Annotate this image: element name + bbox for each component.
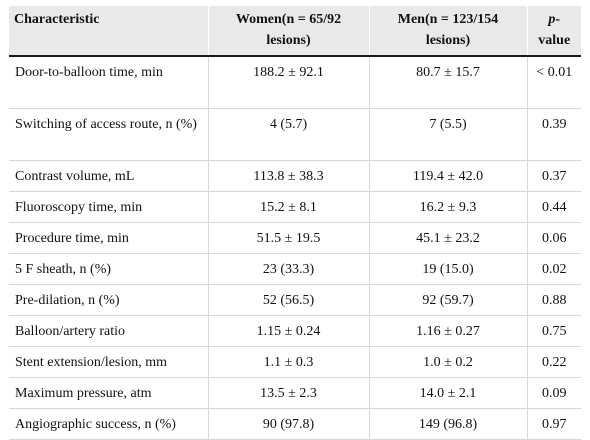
cell-women: 113.8 ± 38.3 — [207, 160, 369, 192]
table-row: Procedure time, min 51.5 ± 19.5 45.1 ± 2… — [9, 222, 581, 254]
table-row: Fluoroscopy time, min 15.2 ± 8.1 16.2 ± … — [9, 191, 581, 223]
table-row: Door-to-balloon time, min 188.2 ± 92.1 8… — [9, 56, 581, 109]
cell-men: 16.2 ± 9.3 — [368, 191, 527, 223]
cell-women: 90 (97.8) — [207, 408, 369, 440]
cell-women: 23 (33.3) — [207, 253, 369, 285]
comparison-table: Characteristic Women(n = 65/92 lesions) … — [9, 6, 581, 440]
table-header: Characteristic Women(n = 65/92 lesions) … — [9, 6, 581, 57]
cell-p-value: 0.02 — [526, 253, 581, 285]
cell-men: 119.4 ± 42.0 — [368, 160, 527, 192]
cell-p-value: 0.37 — [526, 160, 581, 192]
cell-men: 1.16 ± 0.27 — [368, 315, 527, 347]
header-p-letter: p — [548, 12, 556, 27]
cell-men: 7 (5.5) — [368, 108, 527, 161]
cell-p-value: 0.88 — [526, 284, 581, 316]
cell-characteristic: 5 F sheath, n (%) — [9, 253, 208, 285]
header-men: Men(n = 123/154 lesions) — [368, 6, 527, 57]
cell-women: 1.15 ± 0.24 — [207, 315, 369, 347]
cell-p-value: 0.44 — [526, 191, 581, 223]
cell-p-value: < 0.01 — [526, 56, 581, 109]
cell-characteristic: Balloon/artery ratio — [9, 315, 208, 347]
header-row: Characteristic Women(n = 65/92 lesions) … — [9, 6, 581, 57]
cell-women: 15.2 ± 8.1 — [207, 191, 369, 223]
header-women: Women(n = 65/92 lesions) — [207, 6, 369, 57]
header-p-value: p-value — [526, 6, 581, 57]
cell-women: 51.5 ± 19.5 — [207, 222, 369, 254]
cell-women: 13.5 ± 2.3 — [207, 377, 369, 409]
table-body: Door-to-balloon time, min 188.2 ± 92.1 8… — [9, 56, 581, 440]
cell-characteristic: Contrast volume, mL — [9, 160, 208, 192]
cell-p-value: 0.39 — [526, 108, 581, 161]
cell-men: 45.1 ± 23.2 — [368, 222, 527, 254]
cell-p-value: 0.06 — [526, 222, 581, 254]
cell-characteristic: Stent extension/lesion, mm — [9, 346, 208, 378]
cell-women: 1.1 ± 0.3 — [207, 346, 369, 378]
table-row: Angiographic success, n (%) 90 (97.8) 14… — [9, 408, 581, 440]
table-row: Balloon/artery ratio 1.15 ± 0.24 1.16 ± … — [9, 315, 581, 347]
cell-characteristic: Switching of access route, n (%) — [9, 108, 208, 161]
cell-men: 92 (59.7) — [368, 284, 527, 316]
cell-women: 52 (56.5) — [207, 284, 369, 316]
cell-characteristic: Procedure time, min — [9, 222, 208, 254]
table-row: Maximum pressure, atm 13.5 ± 2.3 14.0 ± … — [9, 377, 581, 409]
table-row: Switching of access route, n (%) 4 (5.7)… — [9, 108, 581, 161]
cell-women: 4 (5.7) — [207, 108, 369, 161]
table-row: Pre-dilation, n (%) 52 (56.5) 92 (59.7) … — [9, 284, 581, 316]
cell-characteristic: Door-to-balloon time, min — [9, 56, 208, 109]
header-characteristic: Characteristic — [9, 6, 208, 57]
header-p-suffix: -value — [538, 12, 571, 48]
cell-characteristic: Maximum pressure, atm — [9, 377, 208, 409]
cell-men: 1.0 ± 0.2 — [368, 346, 527, 378]
cell-p-value: 0.22 — [526, 346, 581, 378]
cell-characteristic: Angiographic success, n (%) — [9, 408, 208, 440]
cell-p-value: 0.97 — [526, 408, 581, 440]
table-row: 5 F sheath, n (%) 23 (33.3) 19 (15.0) 0.… — [9, 253, 581, 285]
cell-men: 149 (96.8) — [368, 408, 527, 440]
cell-men: 80.7 ± 15.7 — [368, 56, 527, 109]
cell-men: 19 (15.0) — [368, 253, 527, 285]
cell-characteristic: Fluoroscopy time, min — [9, 191, 208, 223]
cell-p-value: 0.75 — [526, 315, 581, 347]
table-row: Contrast volume, mL 113.8 ± 38.3 119.4 ±… — [9, 160, 581, 192]
cell-p-value: 0.09 — [526, 377, 581, 409]
table-row: Stent extension/lesion, mm 1.1 ± 0.3 1.0… — [9, 346, 581, 378]
cell-men: 14.0 ± 2.1 — [368, 377, 527, 409]
cell-characteristic: Pre-dilation, n (%) — [9, 284, 208, 316]
cell-women: 188.2 ± 92.1 — [207, 56, 369, 109]
